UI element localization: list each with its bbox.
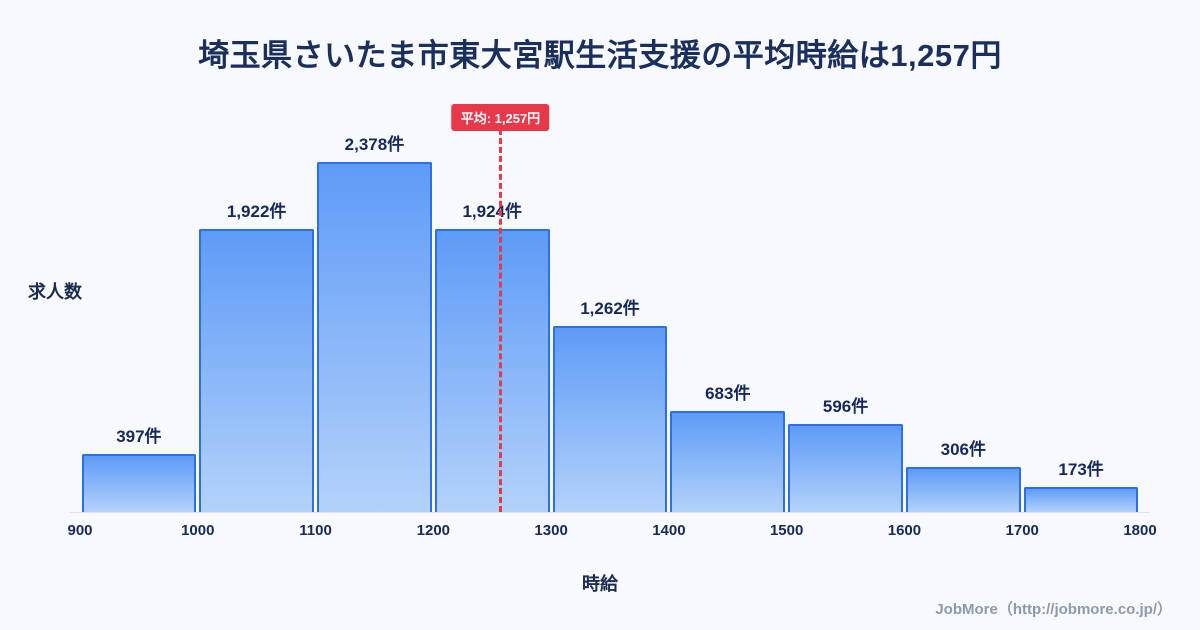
bar-value-label: 173件 (1058, 460, 1104, 479)
x-axis-line (70, 512, 1150, 513)
x-tick-label: 1300 (534, 522, 568, 539)
x-tick-label: 900 (67, 522, 93, 539)
x-tick-label: 1100 (299, 522, 332, 539)
average-line (498, 129, 502, 512)
x-tick-label: 1400 (652, 522, 686, 539)
x-tick-label: 1200 (416, 522, 451, 539)
y-axis-label: 求人数 (28, 282, 82, 302)
bar-value-label: 2,378件 (344, 135, 405, 154)
x-tick-label: 1700 (1005, 522, 1039, 539)
bar-value-label: 306件 (940, 440, 987, 459)
histogram-bar (905, 467, 1021, 512)
histogram-bar (434, 229, 550, 512)
x-tick-label: 1600 (887, 522, 922, 539)
histogram-bar (1023, 487, 1139, 512)
histogram-bar (199, 229, 315, 512)
x-tick-label: 1800 (1123, 522, 1157, 539)
histogram-bar (670, 411, 786, 512)
histogram-bar (552, 326, 668, 512)
histogram-bar (81, 454, 197, 512)
bar-value-label: 397件 (116, 427, 162, 446)
chart-title: 埼玉県さいたま市東大宮駅生活支援の平均時給は1,257円 (198, 38, 1002, 73)
x-axis-title: 時給 (582, 574, 618, 594)
bar-value-label: 1,922件 (226, 202, 287, 221)
histogram-bar (317, 162, 432, 512)
x-tick-label: 1000 (181, 522, 215, 539)
footer-credit: JobMore（http://jobmore.co.jp/） (935, 601, 1172, 618)
bar-value-label: 683件 (705, 384, 751, 403)
plot-area: 397件 1,922件 2,378件 1,924件 1,262件 683件 596件 306件… (80, 110, 1140, 512)
x-tick-label: 1500 (769, 522, 804, 539)
histogram-bar (788, 424, 903, 512)
bar-value-label: 1,924件 (462, 202, 522, 221)
average-badge: 平均: 1,257円 (451, 104, 550, 131)
bar-value-label: 596件 (822, 397, 869, 416)
bar-value-label: 1,262件 (580, 299, 640, 318)
